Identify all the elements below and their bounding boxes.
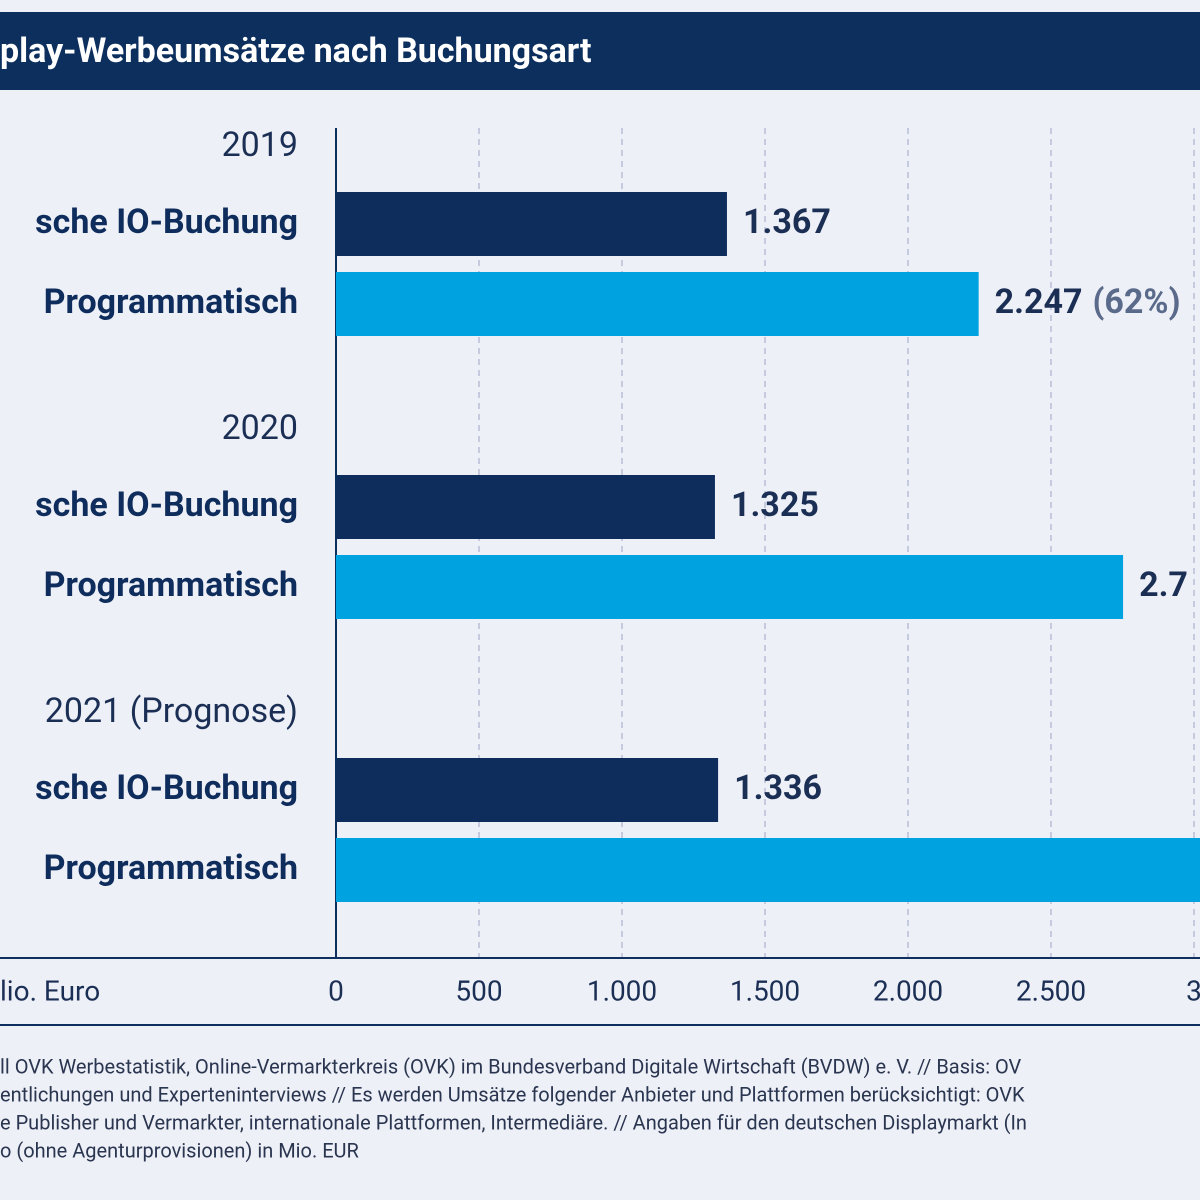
footnote: o (ohne Agenturprovisionen) in Mio. EUR [0,1138,359,1162]
x-tick-label: 0 [328,974,344,1007]
x-tick-label: 2.500 [1016,974,1086,1007]
group-label: 2021 (Prognose) [45,691,298,731]
x-tick-label: 500 [455,974,502,1007]
series-label: Programmatisch [44,848,298,888]
value-label: 2.247 [995,282,1083,322]
chart-title: play-Werbeumsätze nach Buchungsart [0,31,592,71]
x-tick-label: 1.500 [730,974,800,1007]
title-bar [0,12,1200,90]
x-tick-label: 1.000 [587,974,657,1007]
value-label: 1.325 [731,485,819,525]
group-label: 2019 [222,125,298,165]
value-label: 2.7 [1139,565,1188,605]
bar [336,838,1200,902]
bar [336,192,727,256]
value-label: 1.367 [743,202,831,242]
bar [336,272,979,336]
footnote: e Publisher und Vermarkter, internationa… [0,1110,1027,1134]
x-tick-label: 3 [1186,974,1200,1007]
series-label: sche IO-Buchung [35,485,298,525]
series-label: sche IO-Buchung [35,202,298,242]
x-axis-label: lio. Euro [0,974,100,1007]
bar [336,475,715,539]
footnote: entlichungen und Experteninterviews // E… [0,1082,1025,1106]
x-tick-label: 2.000 [873,974,943,1007]
footnote: ll OVK Werbestatistik, Online-Vermarkter… [0,1054,1022,1078]
series-label: Programmatisch [44,282,298,322]
value-label: 1.336 [734,768,822,808]
bar [336,555,1124,619]
annotation: (62%) [1093,282,1181,322]
series-label: Programmatisch [44,565,298,605]
group-label: 2020 [222,408,298,448]
series-label: sche IO-Buchung [35,768,298,808]
bar [336,758,719,822]
